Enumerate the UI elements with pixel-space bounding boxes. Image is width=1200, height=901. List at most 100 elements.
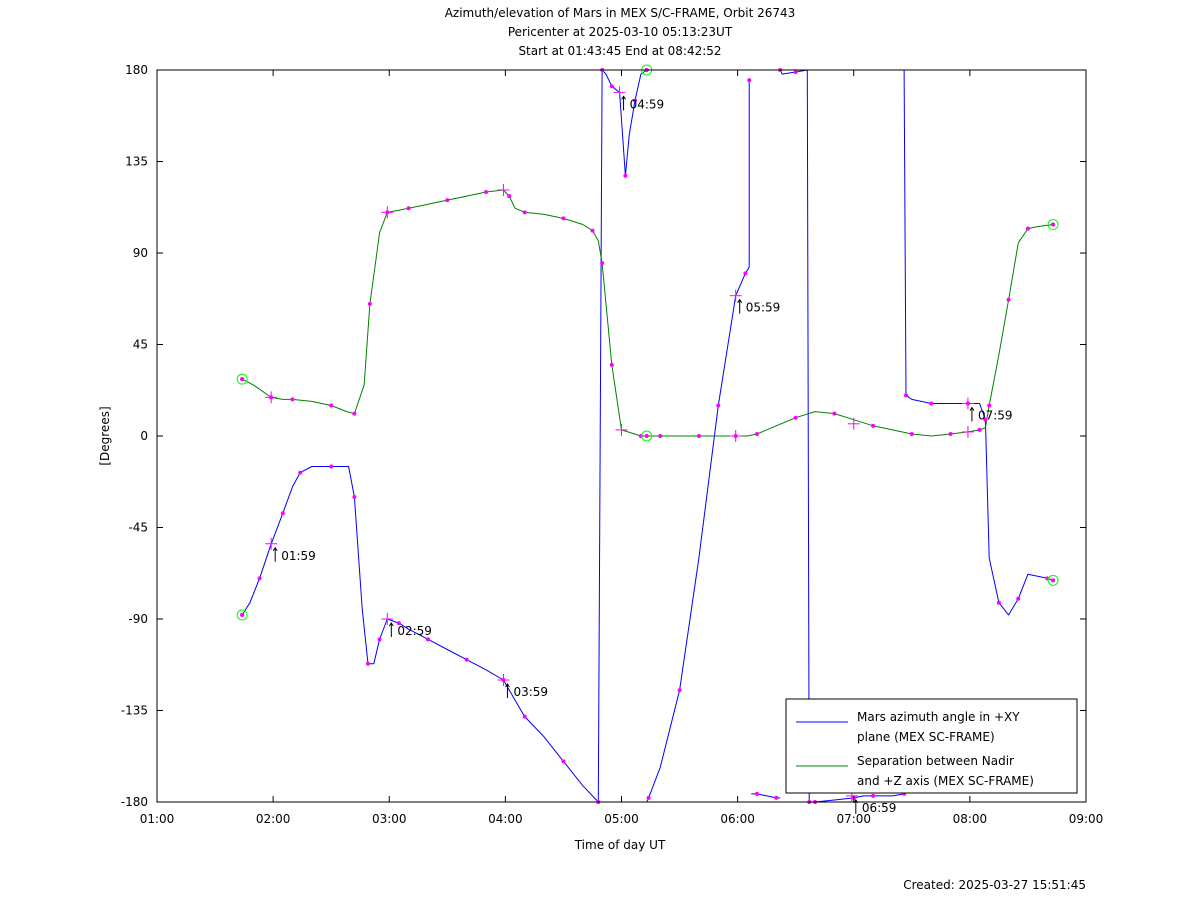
chart-title-line-3: Start at 01:43:45 End at 08:42:52 bbox=[518, 44, 721, 58]
x-tick-label: 02:00 bbox=[256, 812, 291, 826]
hour-pointer-head bbox=[737, 298, 743, 303]
y-tick-label: 90 bbox=[133, 246, 148, 260]
sample-point bbox=[367, 301, 372, 306]
sample-point bbox=[646, 795, 651, 800]
sample-point bbox=[329, 403, 334, 408]
y-tick-label: 180 bbox=[125, 63, 148, 77]
x-tick-label: 08:00 bbox=[953, 812, 988, 826]
endpoint-circle bbox=[1047, 574, 1059, 586]
hour-pointer-head bbox=[969, 406, 975, 411]
hour-label: 06:59 bbox=[862, 801, 897, 815]
x-tick-label: 01:00 bbox=[140, 812, 175, 826]
sample-point bbox=[996, 600, 1001, 605]
y-tick-label: -45 bbox=[128, 521, 148, 535]
endpoint-dot bbox=[240, 377, 245, 382]
hour-pointer-head bbox=[505, 683, 510, 688]
hour-label: 01:59 bbox=[281, 549, 316, 563]
sample-point bbox=[257, 576, 262, 581]
sample-point bbox=[754, 791, 759, 796]
sample-point bbox=[600, 261, 605, 266]
x-tick-label: 03:00 bbox=[372, 812, 407, 826]
sample-point bbox=[832, 411, 837, 416]
x-tick-label: 04:00 bbox=[488, 812, 523, 826]
legend-label-separation-2: and +Z axis (MEX SC-FRAME) bbox=[857, 774, 1034, 788]
sample-point bbox=[696, 434, 701, 438]
sample-point bbox=[352, 411, 357, 416]
sample-point bbox=[484, 190, 489, 194]
chart-title-line-1: Azimuth/elevation of Mars in MEX S/C-FRA… bbox=[445, 6, 796, 20]
sample-point bbox=[280, 511, 285, 516]
sample-point bbox=[633, 98, 638, 103]
sample-point bbox=[871, 423, 876, 428]
sample-point bbox=[1006, 297, 1011, 302]
endpoint-dot bbox=[1051, 222, 1056, 227]
hour-pointer-head bbox=[272, 546, 278, 552]
y-tick-label: -180 bbox=[121, 795, 148, 809]
sample-point bbox=[406, 206, 411, 211]
sample-point bbox=[793, 415, 798, 420]
created-timestamp: Created: 2025-03-27 15:51:45 bbox=[903, 878, 1086, 892]
sample-point bbox=[793, 70, 798, 75]
sample-point bbox=[623, 173, 628, 178]
sample-point bbox=[948, 431, 953, 436]
sample-point bbox=[1025, 226, 1030, 231]
sample-point bbox=[290, 397, 295, 402]
sample-point bbox=[716, 403, 721, 408]
x-axis-label: Time of day UT bbox=[574, 838, 666, 852]
x-tick-label: 09:00 bbox=[1069, 812, 1104, 826]
sample-point bbox=[1016, 596, 1021, 601]
hour-label: 05:59 bbox=[746, 301, 781, 315]
y-tick-label: -135 bbox=[121, 704, 148, 718]
sample-point bbox=[987, 403, 992, 408]
axis-layer: 01:00 02:00 03:00 04:00 05:00 06:00 07:00 08:00… bbox=[121, 63, 1104, 826]
sample-point bbox=[658, 434, 663, 438]
sample-point bbox=[396, 621, 401, 626]
legend: Mars azimuth angle in +XY plane (MEX SC-… bbox=[785, 698, 1078, 794]
chart-title-line-2: Pericenter at 2025-03-10 05:13:23UT bbox=[508, 25, 733, 39]
legend-label-azimuth-2: plane (MEX SC-FRAME) bbox=[857, 730, 995, 744]
sample-point bbox=[743, 271, 748, 276]
sample-point bbox=[774, 795, 779, 800]
sample-point bbox=[522, 210, 527, 215]
y-tick-label: 0 bbox=[140, 429, 148, 443]
hour-pointer-head bbox=[621, 95, 626, 100]
x-tick-label: 06:00 bbox=[720, 812, 755, 826]
y-tick-label: -90 bbox=[128, 612, 148, 626]
sample-point bbox=[365, 661, 370, 666]
sample-point bbox=[747, 78, 752, 83]
sample-point bbox=[298, 470, 303, 475]
hour-label: 07:59 bbox=[978, 408, 1013, 422]
sample-point bbox=[904, 393, 909, 398]
sample-point bbox=[377, 637, 382, 642]
sample-point bbox=[590, 228, 595, 233]
sample-point bbox=[677, 688, 682, 693]
sample-point bbox=[445, 198, 450, 203]
sample-point bbox=[352, 495, 357, 499]
hour-label: 04:59 bbox=[630, 97, 665, 111]
y-axis-label: [Degrees] bbox=[98, 406, 112, 465]
sample-point bbox=[871, 793, 876, 798]
endpoint-dot bbox=[644, 434, 649, 438]
hour-label: 03:59 bbox=[513, 685, 548, 699]
sample-point bbox=[977, 427, 982, 432]
y-tick-label: 45 bbox=[133, 338, 148, 352]
legend-label-separation-1: Separation between Nadir bbox=[857, 754, 1014, 768]
sample-point bbox=[561, 759, 566, 764]
sample-point bbox=[909, 431, 914, 436]
y-tick-label: 135 bbox=[125, 155, 148, 169]
legend-box bbox=[785, 698, 1078, 794]
sample-point bbox=[754, 431, 759, 436]
sample-point bbox=[329, 464, 334, 469]
endpoint-dot bbox=[240, 612, 245, 617]
x-tick-label: 07:00 bbox=[836, 812, 871, 826]
sample-point bbox=[522, 714, 527, 719]
sample-point bbox=[609, 84, 614, 89]
hour-pointer-head bbox=[388, 622, 394, 627]
sample-point bbox=[425, 637, 430, 642]
endpoint-circle bbox=[1047, 219, 1059, 231]
endpoint-dot bbox=[1051, 578, 1056, 583]
sample-point bbox=[507, 194, 512, 199]
hour-label: 02:59 bbox=[397, 624, 432, 638]
sample-point bbox=[464, 657, 469, 662]
